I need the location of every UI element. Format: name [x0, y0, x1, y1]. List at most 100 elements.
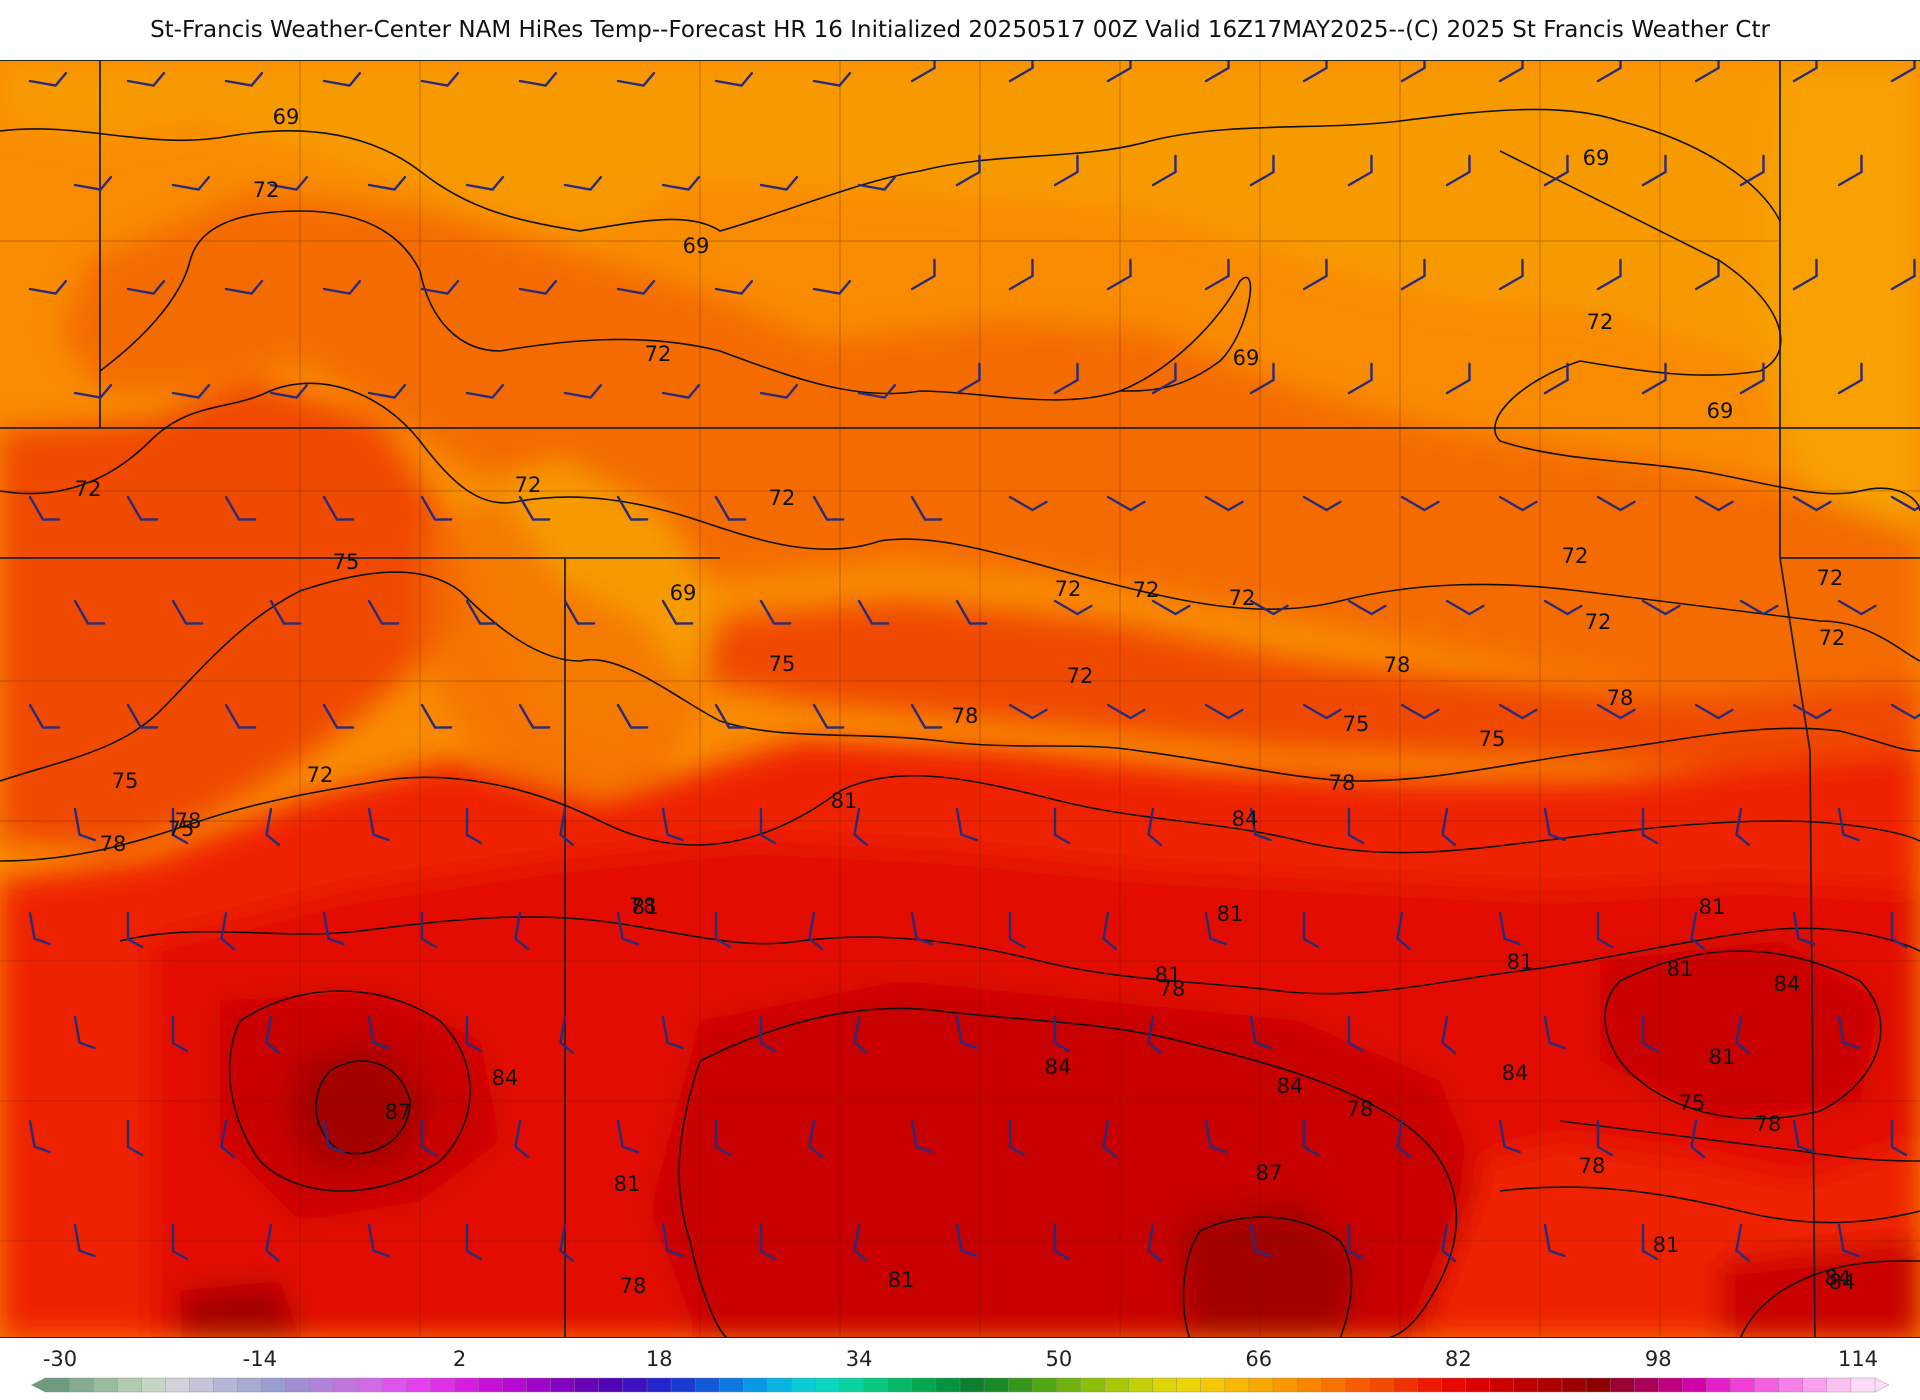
wind-barb-shaft: [1302, 1119, 1320, 1157]
wind-barb-shaft: [1543, 1223, 1566, 1258]
wind-barb-icon: [1837, 1223, 1860, 1258]
wind-barb-icon: [1053, 1015, 1071, 1053]
title-bar: St-Francis Weather-Center NAM HiRes Temp…: [0, 0, 1920, 60]
wind-barb-shaft: [1596, 61, 1622, 83]
contour-label: 72: [1229, 586, 1256, 610]
wind-barb-shaft: [1890, 1119, 1908, 1157]
wind-barb-icon: [367, 1015, 390, 1050]
wind-barb-icon: [661, 175, 701, 191]
legend-swatch: [309, 1377, 335, 1393]
wind-barb-icon: [28, 703, 61, 729]
wind-barb-icon: [367, 807, 390, 842]
wind-barb-icon: [465, 1015, 483, 1053]
wind-barb-icon: [1543, 807, 1566, 842]
wind-barb-icon: [322, 703, 355, 729]
wind-barb-icon: [73, 1223, 96, 1258]
wind-barb-icon: [1837, 807, 1860, 842]
wind-barb-shaft: [367, 1223, 390, 1258]
contour-label: 81: [1155, 963, 1182, 987]
legend-swatch: [694, 1377, 720, 1393]
contour-label: 78: [175, 809, 202, 833]
wind-barb-shaft: [28, 703, 61, 729]
contour-label: 84: [1774, 972, 1801, 996]
band-75-mid: [700, 601, 1920, 781]
wind-barb-icon: [1543, 1223, 1566, 1258]
wind-barb-shaft: [1837, 1015, 1860, 1050]
wind-barb-shaft: [1302, 911, 1320, 949]
wind-barb-shaft: [73, 383, 113, 399]
wind-barb-shaft: [1735, 1223, 1751, 1263]
wind-barb-icon: [808, 1119, 824, 1159]
contour-label: 78: [620, 1274, 647, 1298]
wind-barb-icon: [853, 1015, 869, 1055]
wind-barb-icon: [1441, 1015, 1457, 1055]
band-84-far-se: [1720, 1241, 1920, 1337]
contour-label: 72: [645, 342, 672, 366]
wind-barb-shaft: [1249, 807, 1272, 842]
wind-barb-shaft: [1498, 495, 1538, 512]
wind-barb-icon: [1596, 1119, 1614, 1157]
wind-barb-shaft: [73, 599, 106, 625]
band-66: [0, 61, 1920, 441]
wind-barb-icon: [1396, 1119, 1412, 1159]
contour-label: 72: [253, 178, 280, 202]
wind-barb-shaft: [1151, 599, 1191, 616]
wind-barb-shaft: [171, 383, 211, 399]
wind-barb-shaft: [322, 1119, 345, 1154]
wind-barb-shaft: [1106, 495, 1146, 512]
wind-barb-icon: [1151, 154, 1177, 187]
legend-tick-label: 34: [846, 1347, 873, 1371]
legend-swatch: [1754, 1377, 1780, 1393]
contour-label: 78: [1579, 1154, 1606, 1178]
wind-barb-shaft: [759, 383, 799, 399]
wind-barb-shaft: [1400, 495, 1440, 512]
contour-labels: 69 72 69 72 69 69 72 72 72 72 72 72 72 69 72 72 72 75 69 72…: [75, 105, 1856, 1298]
contour-label: 84: [1502, 1061, 1529, 1085]
legend-swatch: [430, 1377, 456, 1393]
legend-swatch: [1417, 1377, 1443, 1393]
wind-barb-shaft: [518, 495, 551, 521]
legend-swatch: [141, 1377, 167, 1393]
legend-swatch: [983, 1377, 1009, 1393]
wind-barb-shaft: [1735, 1015, 1751, 1055]
contour-label: 75: [1679, 1091, 1706, 1115]
wind-barb-icon: [1739, 599, 1779, 616]
wind-barb-shaft: [1204, 495, 1244, 512]
wind-barb-icon: [1441, 1223, 1457, 1263]
wind-barb-shaft: [910, 911, 933, 946]
wind-barb-shaft: [1008, 703, 1048, 720]
wind-barb-shaft: [420, 495, 453, 521]
wind-barb-shaft: [420, 279, 460, 295]
wind-barb-icon: [28, 495, 61, 521]
wind-barb-icon: [28, 1119, 51, 1154]
wind-barb-icon: [563, 383, 603, 399]
wind-barb-shaft: [559, 1015, 575, 1055]
wind-barb-icon: [759, 175, 799, 191]
wind-barb-icon: [420, 703, 453, 729]
wind-barb-icon: [1147, 1223, 1163, 1263]
contour-label: 72: [1067, 664, 1094, 688]
wind-barb-icon: [126, 1119, 144, 1157]
wind-barb-shaft: [1008, 61, 1034, 83]
wind-barb-icon: [1498, 495, 1538, 512]
map-canvas: 69 72 69 72 69 69 72 72 72 72 72 72 72 69 72 72 72 75 69 72…: [0, 61, 1920, 1337]
wind-barb-icon: [1445, 599, 1485, 616]
wind-barb-icon: [812, 71, 852, 87]
wind-barb-shaft: [224, 279, 264, 295]
wind-barb-icon: [910, 61, 936, 83]
legend-swatch: [1369, 1377, 1395, 1393]
wind-barb-shaft: [1249, 362, 1275, 395]
wind-barb-icon: [714, 911, 732, 949]
contour-label: 72: [769, 486, 796, 510]
legend-swatch: [743, 1377, 769, 1393]
wind-barb-icon: [910, 911, 933, 946]
wind-barb-shaft: [559, 1223, 575, 1263]
wind-barb-icon: [808, 911, 824, 951]
wind-barb-shaft: [1347, 599, 1387, 616]
contour-label: 72: [1133, 578, 1160, 602]
wind-barb-shaft: [269, 599, 302, 625]
wind-barb-shaft: [73, 175, 113, 191]
wind-barb-icon: [1641, 807, 1659, 845]
contour-84-se: [1604, 950, 1882, 1120]
wind-barb-icon: [28, 911, 51, 946]
